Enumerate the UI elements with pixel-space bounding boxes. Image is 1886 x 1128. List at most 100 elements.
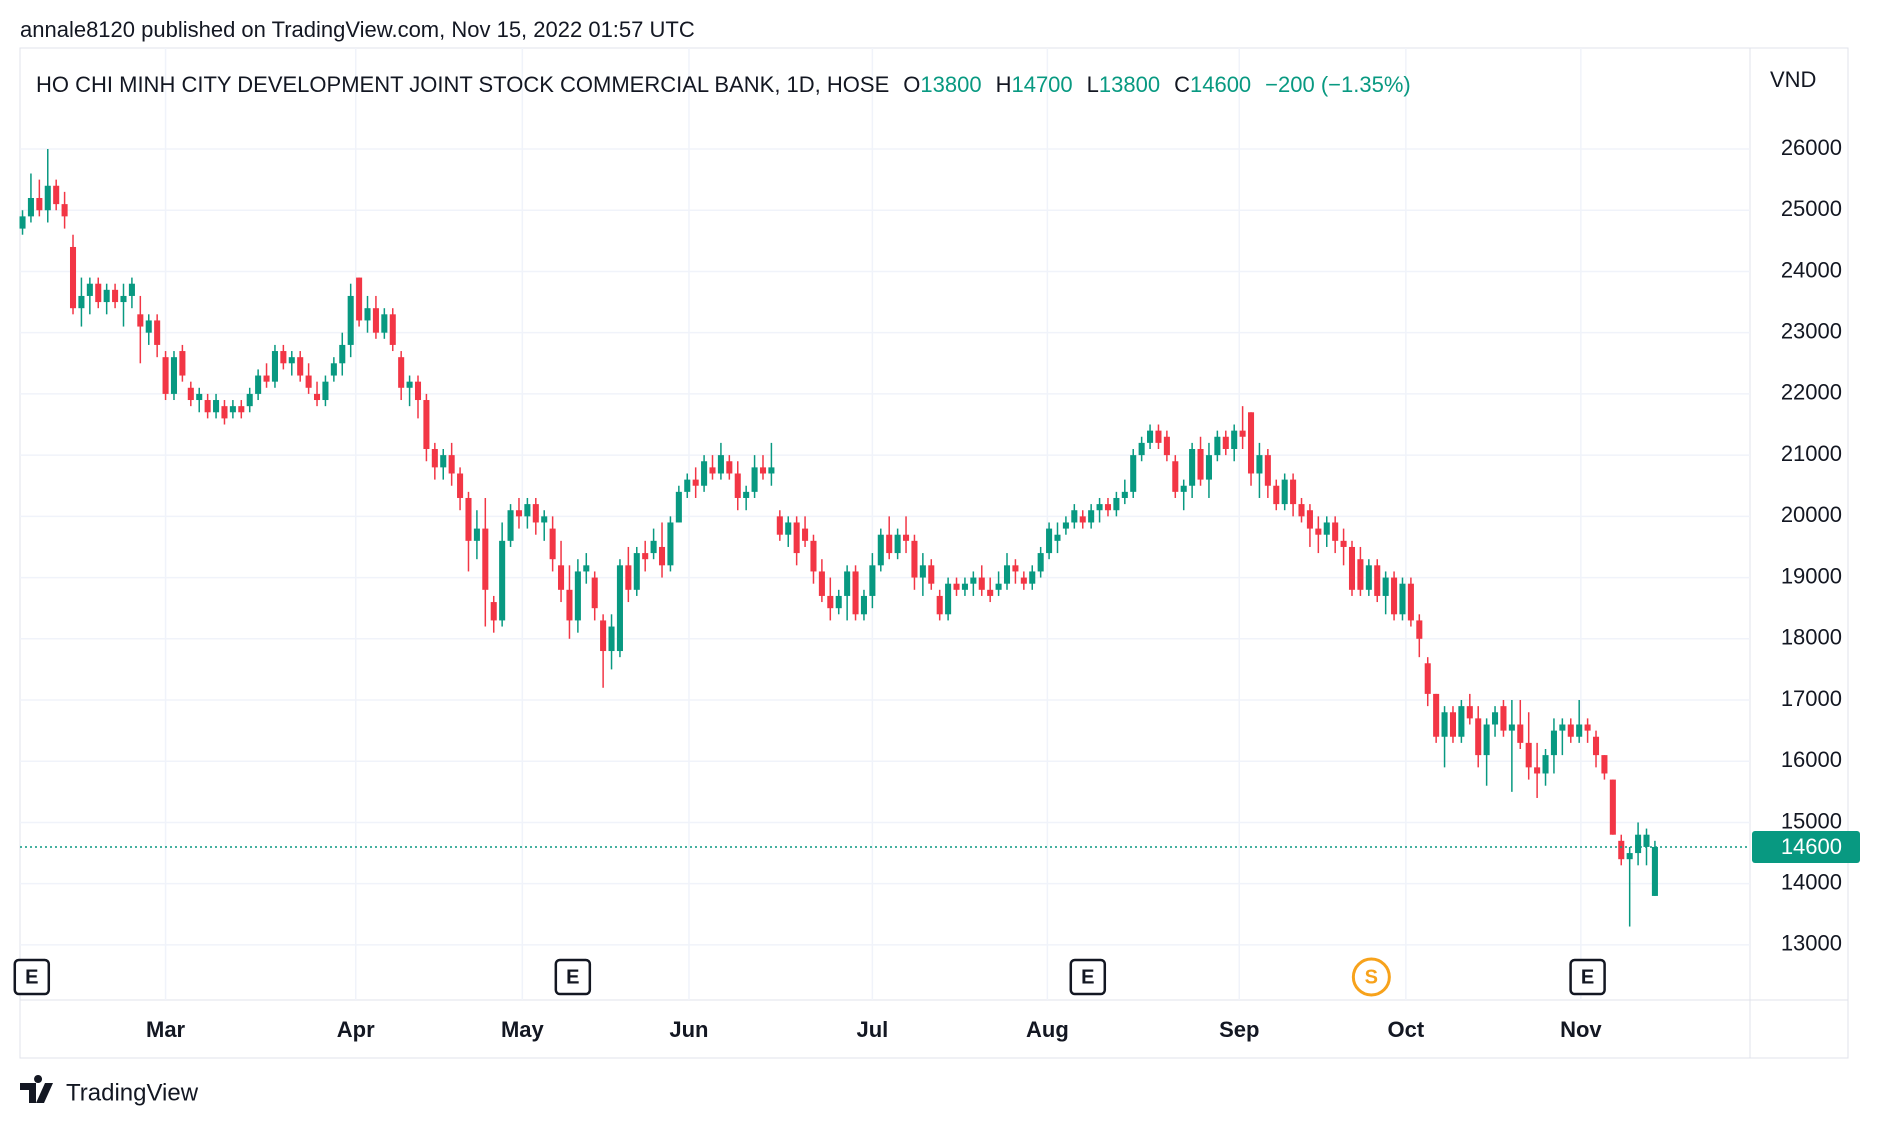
candle-body xyxy=(313,393,321,401)
ohlc-label: O xyxy=(903,72,920,97)
candle-body xyxy=(717,455,724,474)
candle-body xyxy=(213,400,220,413)
candle-body xyxy=(684,479,691,492)
candle-body xyxy=(246,393,253,407)
candle-body xyxy=(1332,522,1339,541)
candle-body xyxy=(406,381,413,388)
candle-body xyxy=(1079,516,1086,523)
candle-body xyxy=(1323,522,1330,535)
candle-body xyxy=(650,540,657,554)
event-marker xyxy=(1069,958,1107,996)
event-marker xyxy=(13,958,51,996)
candle-body xyxy=(482,528,489,590)
candle-body xyxy=(53,185,60,205)
candle-body xyxy=(633,553,640,590)
x-tick-label: Jul xyxy=(856,1017,888,1042)
candle-body xyxy=(1542,755,1549,774)
candle-body xyxy=(431,449,438,468)
candle-body xyxy=(305,375,312,388)
candle-body xyxy=(1525,742,1532,768)
candle-body xyxy=(1449,712,1457,737)
candle-body xyxy=(903,534,910,541)
candle-body xyxy=(448,455,455,474)
candle-body xyxy=(515,510,523,517)
candle-body xyxy=(541,516,548,523)
candle-body xyxy=(894,534,901,554)
candle-body xyxy=(1113,497,1120,511)
event-label: E xyxy=(566,966,579,988)
candle-body xyxy=(61,204,68,217)
header: HO CHI MINH CITY DEVELOPMENT JOINT STOCK… xyxy=(36,72,1411,97)
candle-body xyxy=(852,571,859,615)
candle-body xyxy=(1172,461,1179,492)
candle-body xyxy=(919,565,926,578)
candle-body xyxy=(558,565,565,590)
candle-body xyxy=(499,540,506,621)
candle-body xyxy=(961,583,968,590)
candle-body xyxy=(1290,479,1297,505)
x-tick-label: May xyxy=(501,1017,545,1042)
candle-body xyxy=(322,381,329,401)
brand-name: TradingView xyxy=(66,1079,199,1106)
candle-body xyxy=(869,565,876,596)
candle-body xyxy=(1121,491,1128,498)
candle-body xyxy=(1374,565,1381,596)
candle-body xyxy=(372,308,379,333)
candle-body xyxy=(1348,546,1356,590)
candles xyxy=(19,149,1658,927)
y-tick-label: 25000 xyxy=(1781,196,1842,221)
y-tick-label: 20000 xyxy=(1781,502,1842,527)
candle-body xyxy=(1197,449,1204,480)
candle-body xyxy=(19,216,26,229)
candle-body xyxy=(1399,583,1406,615)
candle-body xyxy=(1517,724,1524,743)
last-price-badge xyxy=(1752,830,1860,863)
candle-body xyxy=(1592,736,1600,756)
candle-body xyxy=(574,571,581,621)
event-label: E xyxy=(1581,966,1594,988)
candle-body xyxy=(1214,436,1221,456)
x-tick-label: Aug xyxy=(1026,1017,1069,1042)
candle-body xyxy=(1189,449,1196,486)
candle-body xyxy=(583,565,590,572)
candle-body xyxy=(1357,559,1364,590)
brand-logo xyxy=(20,1075,53,1103)
candle-body xyxy=(398,357,405,388)
candle-body xyxy=(229,406,236,413)
ohlc-label: C xyxy=(1174,72,1190,97)
candle-body xyxy=(263,375,270,382)
y-tick-label: 13000 xyxy=(1781,931,1842,956)
candle-body xyxy=(120,295,127,303)
candle-body xyxy=(414,381,422,401)
candle-body xyxy=(675,491,682,523)
candle-body xyxy=(802,528,809,541)
x-tick-label: Jun xyxy=(669,1017,708,1042)
candle-body xyxy=(692,479,699,486)
candle-body xyxy=(1424,663,1431,694)
candle-body xyxy=(1298,504,1305,517)
y-tick-label: 14000 xyxy=(1781,869,1842,894)
candle-body xyxy=(1601,755,1608,774)
candle-body xyxy=(726,461,733,474)
candle-body xyxy=(1239,430,1246,437)
candle-body xyxy=(1205,455,1212,480)
candle-body xyxy=(1365,565,1372,590)
candle-body xyxy=(112,289,119,303)
candle-body xyxy=(785,522,792,535)
candle-body xyxy=(187,387,194,401)
candle-body xyxy=(524,504,531,517)
last-price-label: 14600 xyxy=(1781,834,1842,859)
candle-body xyxy=(288,357,295,364)
candle-body xyxy=(457,473,464,498)
candle-body xyxy=(1306,510,1313,529)
candle-body xyxy=(768,467,775,474)
brand: TradingView xyxy=(20,1075,199,1106)
candle-body xyxy=(196,393,203,401)
candle-body xyxy=(1500,706,1507,731)
y-tick-label: 21000 xyxy=(1781,441,1842,466)
candle-body xyxy=(27,197,34,217)
candle-body xyxy=(1340,540,1347,547)
candle-body xyxy=(1626,853,1633,860)
